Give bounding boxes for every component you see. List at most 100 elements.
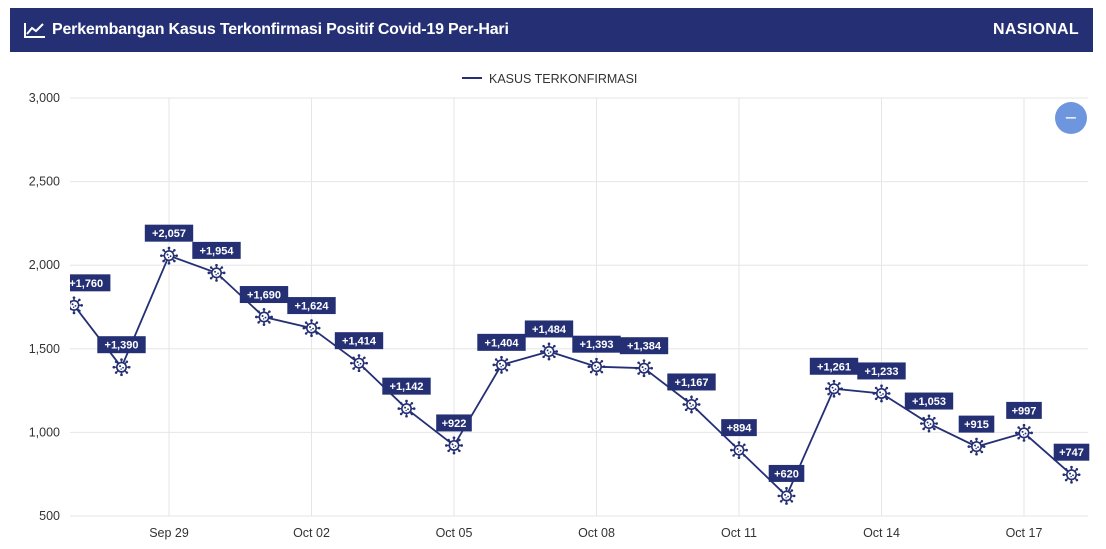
data-label-bg	[477, 333, 526, 351]
x-tick-label: Oct 14	[863, 526, 900, 540]
series: +1,760 +1,390 +2,057 +1,954 +1,690 +1,624 +1,4…	[65, 224, 1090, 505]
data-point-marker[interactable]	[302, 319, 321, 338]
data-label: +1,954	[192, 241, 241, 259]
data-label: +1,384	[619, 337, 669, 355]
data-label-bg	[287, 297, 336, 315]
data-label-text: +997	[1012, 405, 1037, 417]
x-tick-label: Oct 05	[436, 526, 473, 540]
data-label-text: +1,142	[390, 381, 424, 393]
x-tick-label: Sep 29	[149, 526, 189, 540]
data-point-marker[interactable]	[160, 246, 178, 265]
data-label-bg	[382, 377, 431, 395]
data-label: +747	[1053, 443, 1090, 461]
data-label: +620	[768, 464, 805, 482]
data-label-text: +1,167	[675, 377, 709, 389]
data-label: +997	[1006, 401, 1042, 419]
data-label: +2,057	[144, 224, 194, 242]
minus-icon: −	[1064, 108, 1077, 127]
chart-title: Perkembangan Kasus Terkonfirmasi Positif…	[52, 21, 509, 38]
data-label: +1,390	[97, 336, 146, 354]
grid	[70, 97, 1088, 517]
data-point-marker[interactable]	[445, 436, 463, 455]
axes: 500 1,000 1,500 2,000 2,500 3,000 Sep 29 Oct 02…	[29, 91, 1043, 540]
data-label-bg	[70, 274, 111, 292]
data-label-text: +915	[964, 419, 989, 431]
region-label: NASIONAL	[993, 21, 1079, 38]
data-label-text: +1,384	[627, 341, 662, 353]
data-label-bg	[436, 414, 472, 432]
data-point-marker[interactable]	[920, 414, 938, 433]
data-label-text: +1,390	[105, 340, 139, 352]
data-point-marker[interactable]	[492, 355, 511, 374]
data-label-bg	[619, 337, 669, 355]
y-tick-label: 2,000	[29, 258, 60, 272]
y-tick-label: 2,500	[29, 175, 60, 189]
x-tick-label: Oct 02	[293, 526, 330, 540]
data-label-bg	[192, 241, 241, 259]
data-label-text: +1,690	[247, 290, 281, 302]
data-label-bg	[239, 286, 289, 304]
data-label-text: +1,233	[865, 366, 899, 378]
data-label: +1,760	[69, 274, 111, 292]
data-label: +1,690	[239, 286, 289, 304]
data-label-bg	[1006, 401, 1042, 419]
data-label-bg	[768, 464, 805, 482]
data-label: +1,393	[572, 335, 621, 353]
data-label: +1,414	[334, 332, 384, 350]
data-label-text: +1,624	[295, 301, 330, 313]
data-point-marker[interactable]	[65, 296, 83, 315]
data-label-bg	[334, 332, 384, 350]
y-tick-label: 1,000	[29, 425, 60, 439]
data-label: +1,167	[667, 373, 716, 391]
data-label-bg	[144, 224, 194, 242]
data-label-text: +1,053	[912, 396, 946, 408]
data-label-bg	[97, 336, 146, 354]
data-label-bg	[809, 357, 859, 375]
zoom-out-button[interactable]: −	[1055, 102, 1087, 134]
data-label-bg	[958, 415, 995, 433]
data-label-bg	[904, 392, 954, 410]
data-label: +1,484	[524, 320, 574, 338]
y-tick-label: 500	[39, 509, 60, 523]
data-label: +1,233	[857, 362, 906, 380]
data-label: +1,053	[904, 392, 954, 410]
data-label: +1,624	[287, 297, 336, 315]
data-label: +894	[721, 419, 757, 437]
data-point-marker[interactable]	[825, 379, 843, 398]
data-point-marker[interactable]	[872, 384, 891, 403]
data-label-text: +620	[774, 468, 799, 480]
data-label-text: +2,057	[152, 228, 186, 240]
data-point-marker[interactable]	[540, 342, 558, 361]
data-label-bg	[1053, 443, 1090, 461]
data-label: +915	[958, 415, 995, 433]
zoom-out-button-bg[interactable]	[1055, 102, 1087, 134]
data-label: +1,261	[809, 357, 859, 375]
data-label-bg	[857, 362, 906, 380]
data-label-text: +1,414	[342, 336, 377, 348]
data-point-marker[interactable]	[967, 437, 986, 456]
data-label-bg	[721, 419, 757, 437]
data-label-bg	[667, 373, 716, 391]
data-label: +1,142	[382, 377, 431, 395]
data-point-marker[interactable]	[635, 359, 653, 378]
data-point-marker[interactable]	[112, 358, 131, 377]
series-line	[73, 254, 1073, 498]
line-chart-icon	[24, 23, 45, 38]
data-label: +1,404	[477, 333, 526, 351]
data-label: +922	[436, 414, 472, 432]
x-tick-label: Oct 11	[721, 526, 757, 540]
data-label-text: +1,484	[532, 324, 567, 336]
data-label-text: +1,760	[69, 278, 103, 290]
header-left: Perkembangan Kasus Terkonfirmasi Positif…	[24, 21, 509, 39]
data-label-text: +922	[442, 418, 467, 430]
data-label-text: +1,261	[817, 361, 851, 373]
data-label-bg	[572, 335, 621, 353]
y-tick-label: 3,000	[29, 91, 60, 105]
data-label-text: +747	[1059, 447, 1084, 459]
y-tick-label: 1,500	[29, 342, 60, 356]
x-tick-label: Oct 08	[578, 526, 615, 540]
x-tick-label: Oct 17	[1006, 526, 1043, 540]
data-label-bg	[524, 320, 574, 338]
data-point-marker[interactable]	[587, 357, 606, 376]
